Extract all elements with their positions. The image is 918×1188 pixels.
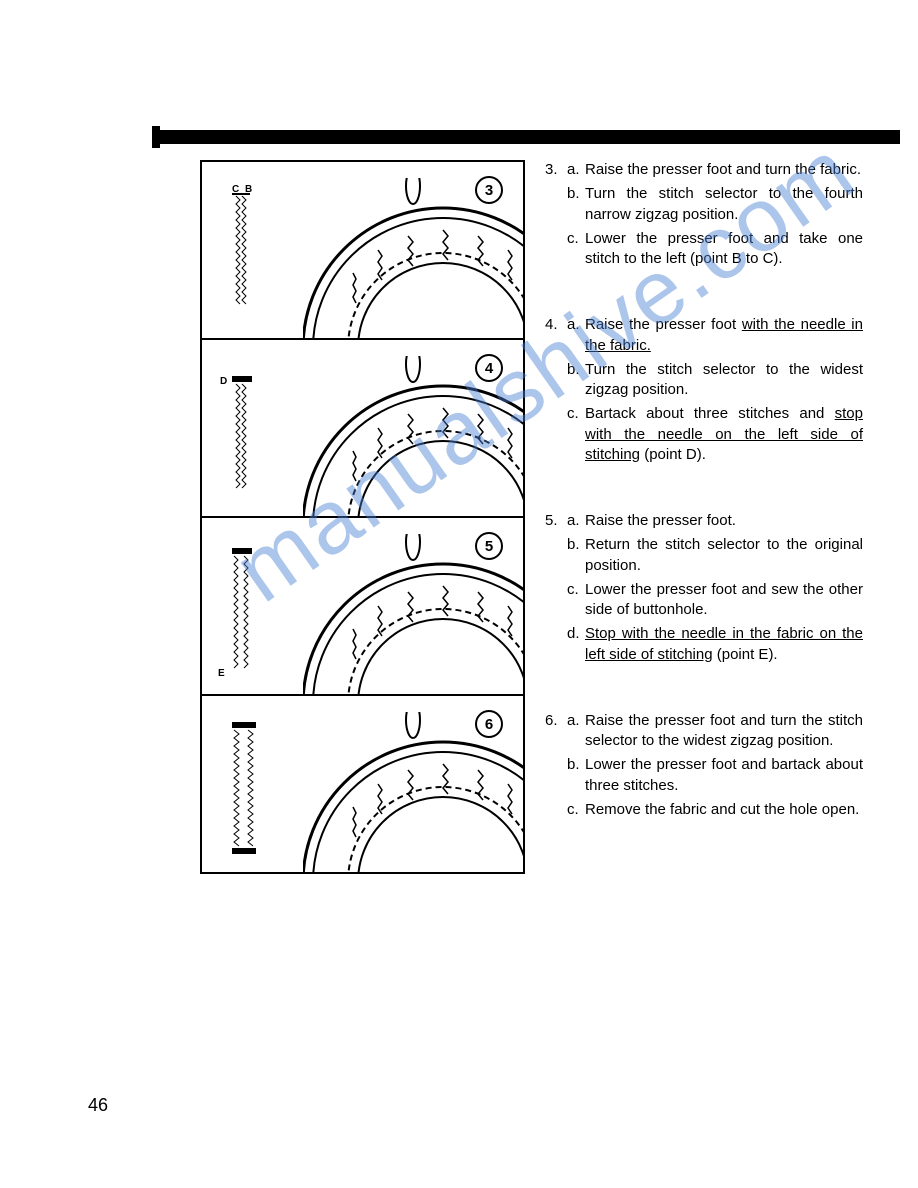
manual-page: manualshive.com 3 C B [0, 0, 918, 1188]
stitch-icon [230, 192, 254, 312]
figures-column: 3 C B [200, 160, 525, 874]
step-item: b.Return the stitch selector to the orig… [567, 535, 863, 576]
page-number: 46 [88, 1095, 108, 1116]
step-number: 4. [545, 315, 567, 469]
content: 3 C B [200, 160, 863, 874]
figure-number: 3 [475, 176, 503, 204]
step-number: 3. [545, 160, 567, 273]
step-item: b.Turn the stitch selector to the fourth… [567, 184, 863, 225]
instructions-column: 3. a.Raise the presser foot and turn the… [545, 160, 863, 874]
figure-number: 4 [475, 354, 503, 382]
step-4: 4. a.Raise the presser foot with the nee… [545, 315, 863, 469]
stitch-icon [230, 548, 254, 678]
point-d: D [220, 376, 227, 387]
stitch-icon [230, 376, 254, 496]
figure-4: 4 D [200, 340, 525, 518]
step-6: 6. a.Raise the presser foot and turn the… [545, 711, 863, 824]
point-e: E [218, 668, 225, 679]
step-number: 5. [545, 511, 567, 669]
step-item: c.Lower the presser foot and sew the oth… [567, 580, 863, 621]
figure-6: 6 [200, 696, 525, 874]
step-item: a.Raise the presser foot and turn the fa… [567, 160, 863, 180]
step-item: a.Raise the presser foot and turn the st… [567, 711, 863, 752]
figure-number: 6 [475, 710, 503, 738]
step-item: c.Bartack about three stitches and stop … [567, 404, 863, 465]
step-item: a.Raise the presser foot. [567, 511, 863, 531]
step-item: a.Raise the presser foot with the needle… [567, 315, 863, 356]
stitch-icon [230, 722, 258, 857]
figure-number: 5 [475, 532, 503, 560]
step-3: 3. a.Raise the presser foot and turn the… [545, 160, 863, 273]
header-bar [160, 130, 900, 144]
figure-3: 3 C B [200, 160, 525, 340]
step-number: 6. [545, 711, 567, 824]
step-item: b.Turn the stitch selector to the widest… [567, 360, 863, 401]
step-item: c.Remove the fabric and cut the hole ope… [567, 800, 863, 820]
step-5: 5. a.Raise the presser foot. b.Return th… [545, 511, 863, 669]
step-item: d.Stop with the needle in the fabric on … [567, 624, 863, 665]
figure-5: 5 E [200, 518, 525, 696]
step-item: c.Lower the presser foot and take one st… [567, 229, 863, 270]
step-item: b.Lower the presser foot and bartack abo… [567, 755, 863, 796]
